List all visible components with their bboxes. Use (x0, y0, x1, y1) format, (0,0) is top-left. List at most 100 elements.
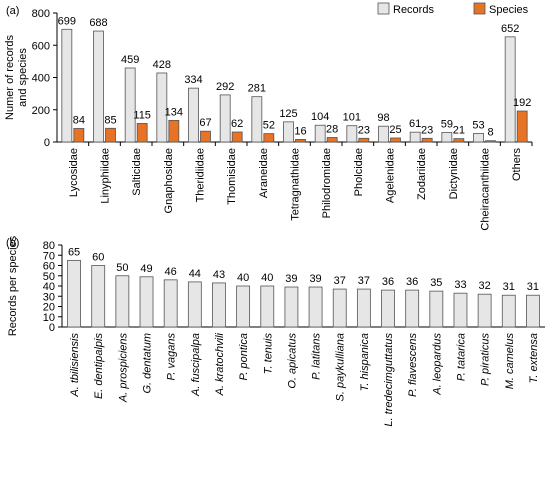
b-y-tick-label: 10 (43, 312, 55, 324)
a-bar-species (516, 110, 528, 143)
b-category-label: P. pontica (238, 333, 250, 381)
a-y-axis-label-line: Numer of records (4, 35, 16, 120)
b-data-label: 49 (140, 263, 152, 275)
a-bar-records (504, 36, 516, 143)
a-bar-species (200, 130, 211, 143)
b-y-tick-label: 60 (43, 261, 55, 273)
a-bar-records (93, 30, 104, 143)
a-y-axis-label-line: and species (17, 48, 29, 107)
b-category-label: A. tbilisiensis (69, 333, 81, 398)
a-data-label-species: 84 (73, 114, 85, 126)
b-data-label: 37 (358, 275, 370, 287)
a-y-tick-label: 0 (44, 137, 50, 149)
b-data-label: 60 (92, 252, 104, 264)
a-bar-species (136, 123, 148, 143)
b-y-tick-label: 40 (43, 281, 55, 293)
b-y-tick-label: 30 (43, 291, 55, 303)
a-data-label-records: 53 (472, 119, 484, 131)
b-data-label: 40 (261, 272, 273, 284)
a-data-label-records: 101 (343, 112, 361, 124)
b-category-label: T. extensa (528, 333, 540, 383)
b-category-label: T. tenuis (262, 333, 274, 375)
a-data-label-records: 98 (377, 112, 389, 124)
a-bar-records (409, 131, 421, 143)
a-data-label-species: 67 (199, 117, 211, 129)
legend-swatch-species (473, 2, 486, 15)
a-bar-species (263, 133, 275, 143)
b-bar (260, 285, 275, 328)
b-y-tick-label: 80 (43, 240, 55, 252)
a-y-tick-label: 600 (32, 40, 50, 52)
b-bar (453, 292, 468, 328)
a-data-label-records: 334 (184, 74, 202, 86)
b-bar (332, 288, 347, 328)
a-bar-records (188, 87, 199, 143)
a-y-axis-label: Numer of recordsand species (4, 35, 29, 120)
a-data-label-species: 62 (231, 118, 243, 130)
a-bar-species (390, 137, 401, 143)
a-category-label: Gnaphosidae (163, 148, 175, 213)
b-bar (356, 288, 371, 328)
a-data-label-species: 28 (326, 123, 338, 135)
b-data-label: 35 (430, 277, 442, 289)
a-bar-records (251, 96, 263, 143)
b-bar (429, 290, 444, 328)
a-data-label-records: 281 (248, 83, 266, 95)
b-y-axis-label: Records per species (7, 235, 19, 336)
b-category-label: P. vagans (166, 333, 178, 381)
b-data-label: 43 (213, 269, 225, 281)
b-category-label: A. kratochvili (214, 332, 226, 396)
a-bar-species (73, 128, 85, 143)
b-data-label: 50 (116, 262, 128, 274)
a-data-label-species: 21 (453, 125, 465, 137)
a-data-label-species: 85 (104, 114, 116, 126)
b-category-label: G. dentatum (142, 333, 154, 394)
a-data-label-records: 459 (121, 54, 139, 66)
a-data-label-species: 25 (389, 124, 401, 136)
b-bar (67, 259, 81, 328)
a-data-label-species: 134 (165, 106, 183, 118)
a-bar-records (314, 124, 326, 143)
b-data-label: 36 (382, 276, 394, 288)
a-bar-records (441, 132, 453, 143)
a-bar-species (231, 131, 243, 143)
a-data-label-species: 52 (263, 120, 275, 132)
panel-label-a: (a) (6, 5, 19, 17)
a-category-label: Tetragnathidae (290, 148, 302, 221)
b-bar (477, 293, 492, 328)
a-category-label: Lycosidae (68, 148, 80, 197)
b-data-label: 44 (189, 268, 201, 280)
a-category-label: Zodariidae (416, 148, 428, 200)
b-data-label: 32 (479, 280, 491, 292)
a-category-label: Araneidae (258, 148, 270, 198)
b-category-label: P. tatarica (455, 333, 467, 381)
a-data-label-records: 652 (501, 23, 519, 35)
b-bar (381, 289, 395, 328)
a-bar-species (421, 137, 433, 143)
b-category-label: E. dentipalpis (93, 333, 105, 400)
b-bar (405, 289, 420, 328)
b-category-label: O. apicatus (286, 333, 298, 389)
legend-label-species: Species (489, 4, 529, 16)
b-category-label: S. paykulliana (335, 333, 347, 402)
a-data-label-records: 59 (441, 118, 453, 130)
b-bar (308, 286, 323, 328)
b-y-tick-label: 70 (43, 250, 55, 262)
b-category-label: A. prospiciens (117, 333, 129, 404)
b-y-tick-label: 20 (43, 302, 55, 314)
b-data-label: 40 (237, 272, 249, 284)
a-bar-species (295, 139, 306, 143)
b-data-label: 31 (503, 281, 515, 293)
a-category-label: Theridiidae (195, 148, 207, 202)
b-category-label: A. leopardus (431, 333, 443, 396)
b-bar (139, 276, 154, 328)
b-y-tick-label: 50 (43, 271, 55, 283)
a-category-label: Linyphiidae (100, 148, 112, 204)
b-bar (91, 265, 106, 328)
b-data-label: 36 (406, 276, 418, 288)
b-category-label: T. hispanica (359, 333, 371, 391)
a-bar-records (283, 121, 294, 143)
a-category-label: Others (511, 148, 523, 182)
a-data-label-records: 104 (311, 111, 329, 123)
